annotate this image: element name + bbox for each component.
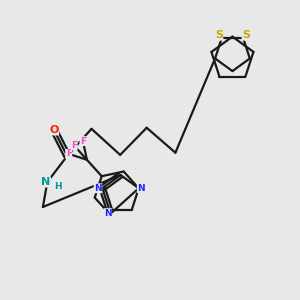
Text: O: O: [49, 125, 58, 135]
Text: S: S: [242, 30, 250, 40]
Text: H: H: [54, 182, 61, 191]
Text: N: N: [94, 184, 102, 193]
Text: N: N: [137, 184, 145, 193]
Text: F: F: [66, 149, 72, 158]
Text: N: N: [41, 177, 50, 187]
Text: N: N: [104, 209, 112, 218]
Text: F: F: [71, 141, 77, 150]
Text: S: S: [215, 30, 223, 40]
Text: F: F: [80, 136, 86, 146]
